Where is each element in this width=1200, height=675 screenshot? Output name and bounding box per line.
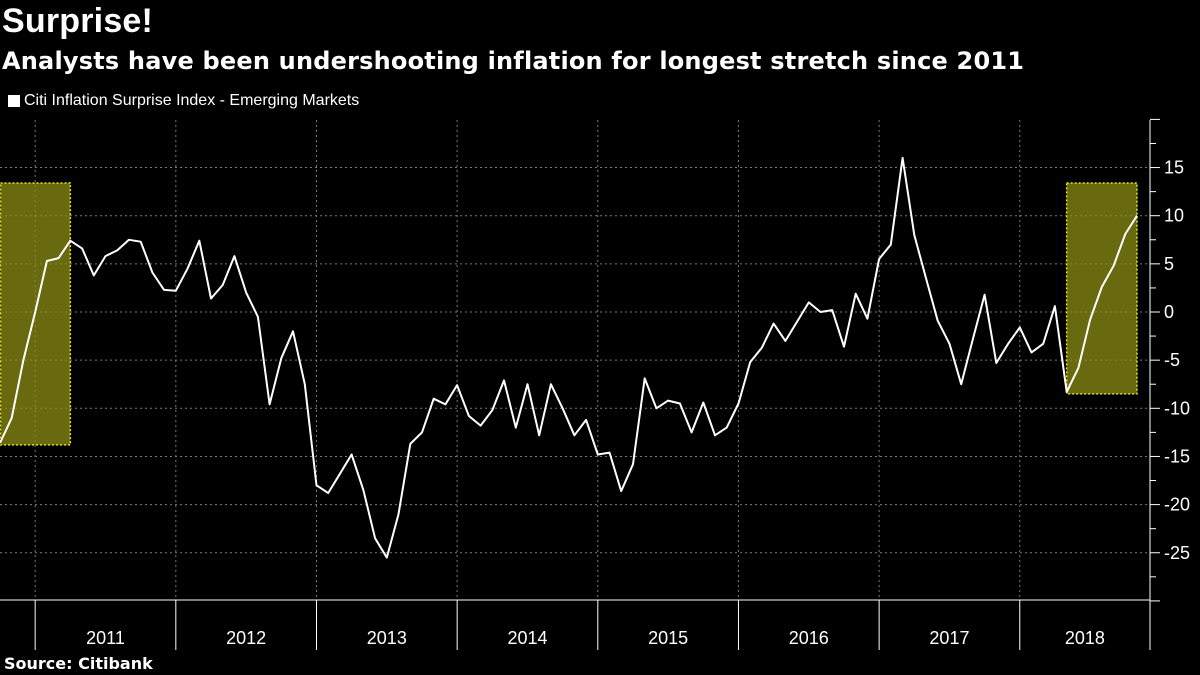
y-tick-label: 15 [1164, 158, 1184, 178]
chart-subtitle: Analysts have been undershooting inflati… [2, 47, 1025, 75]
y-tick-label: -15 [1164, 446, 1190, 466]
y-tick-label: -5 [1164, 350, 1180, 370]
x-tick-label: 2015 [648, 628, 688, 648]
legend: Citi Inflation Surprise Index - Emerging… [8, 92, 359, 110]
y-tick-label: 10 [1164, 206, 1184, 226]
x-tick-label: 2017 [929, 628, 969, 648]
source-note: Source: Citibank [4, 654, 153, 673]
y-tick-label: -20 [1164, 495, 1190, 515]
y-tick-label: -25 [1164, 543, 1190, 563]
chart-title: Surprise! [2, 2, 154, 40]
x-tick-label: 2014 [507, 628, 547, 648]
x-tick-label: 2011 [86, 628, 125, 648]
x-tick-label: 2016 [789, 628, 829, 648]
y-tick-label: 5 [1164, 254, 1174, 274]
x-tick-label: 2013 [367, 628, 407, 648]
y-tick-label: 0 [1164, 302, 1174, 322]
legend-label: Citi Inflation Surprise Index - Emerging… [24, 92, 360, 109]
series-line [0, 156, 1138, 559]
x-tick-label: 2018 [1065, 628, 1105, 648]
x-tick-label: 2012 [226, 628, 266, 648]
legend-swatch [8, 95, 20, 107]
y-tick-label: -10 [1164, 398, 1190, 418]
